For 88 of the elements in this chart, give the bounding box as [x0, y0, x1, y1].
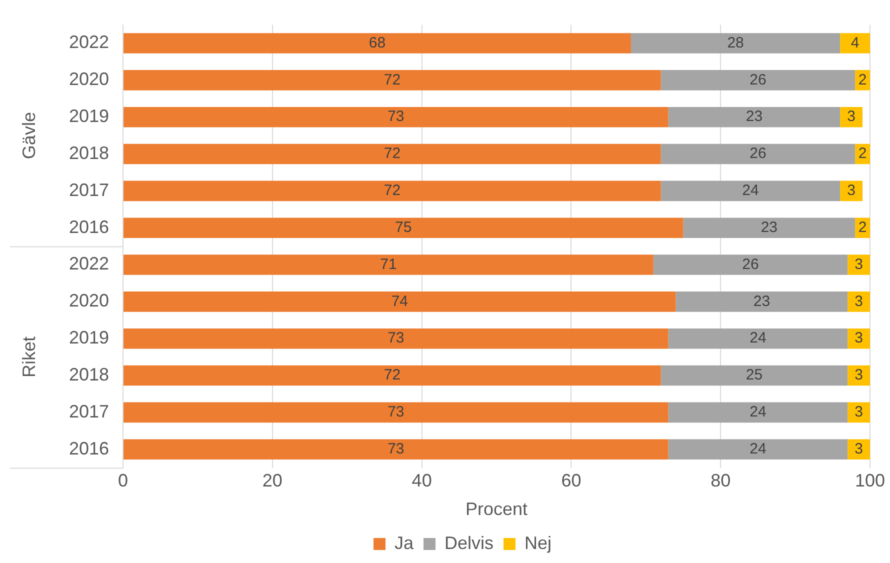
data-label: 2 — [858, 71, 867, 88]
data-label: 3 — [854, 366, 863, 384]
data-label: 24 — [750, 330, 766, 347]
y-tick-label: 2022 — [68, 254, 110, 274]
bar — [124, 180, 661, 202]
bar — [668, 106, 840, 128]
data-label: 24 — [742, 182, 759, 200]
bar — [124, 70, 661, 90]
data-label: 74 — [391, 292, 408, 310]
data-label: 72 — [384, 182, 401, 200]
bar — [124, 292, 676, 312]
data-label: 24 — [750, 440, 766, 458]
text: Gävle — [18, 112, 39, 160]
data-label: 23 — [753, 292, 770, 310]
data-label: 26 — [742, 256, 759, 273]
x-tick-label: 20 — [262, 470, 282, 491]
y-tick-label: 2022 — [68, 32, 110, 52]
y-tick-label: 2020 — [68, 290, 110, 311]
x-tick-label: 100 — [854, 470, 886, 491]
data-label: 3 — [854, 404, 863, 421]
data-label: 23 — [760, 218, 778, 236]
data-label: 72 — [384, 145, 401, 162]
data-label: 26 — [750, 145, 766, 162]
bar — [840, 33, 870, 54]
data-label: 26 — [750, 71, 766, 88]
x-axis-title: Procent — [466, 499, 528, 520]
data-label: 3 — [854, 330, 863, 347]
bar — [848, 439, 870, 460]
bar — [660, 144, 856, 164]
y-tick-label: 2016 — [68, 216, 110, 237]
bar — [848, 292, 870, 312]
bar — [653, 254, 848, 275]
data-label: 73 — [388, 404, 404, 421]
text: Riket — [18, 336, 39, 378]
bar — [848, 254, 870, 275]
data-label: 3 — [847, 108, 856, 126]
bar — [668, 402, 848, 423]
x-tick-label: 0 — [118, 470, 128, 491]
legend-label: Delvis — [444, 532, 494, 553]
bar — [668, 439, 848, 460]
bar — [124, 144, 661, 164]
data-label: 23 — [746, 108, 763, 126]
data-label: 4 — [850, 34, 860, 52]
bar — [124, 365, 661, 386]
bar — [630, 33, 840, 54]
bar — [124, 439, 668, 460]
y-tick-label: 2018 — [68, 364, 110, 384]
data-label: 3 — [854, 440, 863, 458]
legend-label: Ja — [394, 532, 414, 553]
bar — [660, 180, 840, 202]
x-tick-label: 40 — [412, 470, 432, 491]
y-tick-label: 2017 — [68, 180, 110, 200]
bar — [124, 254, 654, 275]
data-label: 73 — [388, 440, 404, 458]
data-label: 2 — [858, 145, 867, 162]
data-label: 28 — [727, 34, 744, 52]
bar — [124, 106, 668, 128]
bar — [676, 292, 848, 312]
bar — [124, 402, 668, 423]
bar — [124, 328, 668, 349]
bar — [683, 218, 856, 238]
bar — [668, 328, 848, 349]
data-label: 75 — [395, 218, 412, 236]
bar — [660, 365, 848, 386]
data-label: 3 — [854, 292, 863, 310]
x-tick-label: 60 — [561, 470, 582, 491]
y-tick-label: 2018 — [68, 142, 110, 163]
x-tick-label: 80 — [710, 470, 731, 491]
data-label: 73 — [388, 330, 404, 347]
data-label: 72 — [384, 366, 401, 384]
data-label: 68 — [368, 34, 386, 52]
y-tick-label: 2016 — [68, 438, 110, 458]
data-label: 73 — [388, 108, 404, 126]
y-tick-label: 2019 — [68, 328, 110, 348]
data-label: 3 — [854, 256, 863, 273]
y-tick-label: 2017 — [68, 401, 110, 422]
data-label: 3 — [847, 182, 856, 200]
data-label: 71 — [380, 256, 397, 273]
data-label: 24 — [750, 404, 766, 421]
bar — [660, 70, 856, 90]
data-label: 72 — [384, 71, 401, 88]
legend-label: Nej — [524, 532, 552, 553]
bar — [124, 218, 684, 238]
y-tick-label: 2019 — [68, 106, 110, 126]
y-tick-label: 2020 — [68, 69, 110, 90]
data-label: 2 — [858, 218, 867, 236]
data-label: 25 — [746, 366, 763, 384]
bar — [124, 33, 631, 54]
